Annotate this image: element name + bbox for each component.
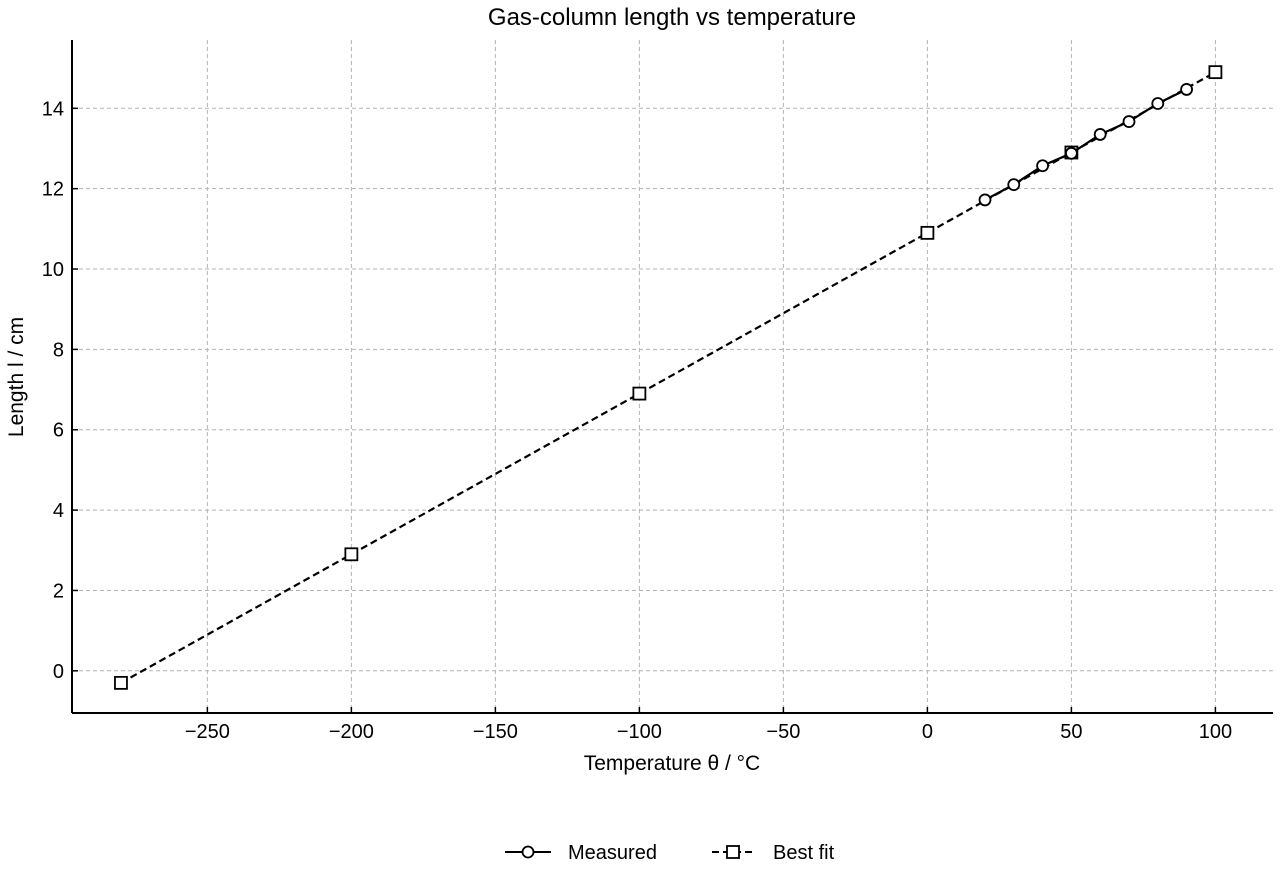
data-point-measured xyxy=(1180,83,1193,96)
x-tick-label: −200 xyxy=(329,721,374,743)
chart-title: Gas-column length vs temperature xyxy=(488,4,856,31)
data-point-measured xyxy=(1151,97,1165,110)
y-tick-label: 14 xyxy=(42,98,64,120)
y-tick-label: 2 xyxy=(53,580,64,602)
x-tick-label: 50 xyxy=(1060,721,1082,743)
series-layer xyxy=(114,65,1223,690)
legend-label-best-fit: Best fit xyxy=(773,842,835,864)
data-point-measured xyxy=(1122,115,1136,128)
series-measured xyxy=(978,83,1193,207)
legend: Measured Best fit xyxy=(505,842,835,864)
data-point-best-fit xyxy=(632,386,647,401)
data-point-best-fit xyxy=(920,225,935,240)
y-tick-label: 4 xyxy=(53,500,64,522)
series-line-best-fit xyxy=(120,71,1216,684)
x-axis-label: Temperature θ / °C xyxy=(584,752,760,775)
ticks: −250 −200 −150 −100 −50 0 50 100 0 2 4 6 8 10 12 14 xyxy=(42,98,1232,743)
legend-item-best-fit: Best fit xyxy=(712,842,835,864)
data-point-measured xyxy=(1007,178,1021,192)
legend-label-measured: Measured xyxy=(568,842,657,864)
data-point-best-fit xyxy=(114,675,128,690)
y-tick-label: 6 xyxy=(53,420,64,442)
data-point-measured xyxy=(1036,159,1049,173)
y-tick-label: 10 xyxy=(42,259,64,281)
data-point-best-fit xyxy=(344,547,359,562)
x-tick-label: 0 xyxy=(922,721,933,743)
data-point-measured xyxy=(978,193,992,207)
x-tick-label: −250 xyxy=(185,721,230,743)
y-tick-label: 8 xyxy=(53,339,64,361)
data-point-best-fit xyxy=(1208,65,1223,80)
axes xyxy=(71,40,1273,714)
x-tick-label: −50 xyxy=(766,721,800,743)
y-axis-label: Length l / cm xyxy=(5,317,28,437)
legend-item-measured: Measured xyxy=(505,842,657,864)
legend-marker-circle xyxy=(521,845,535,859)
x-tick-label: 100 xyxy=(1199,721,1232,743)
legend-marker-square xyxy=(726,845,740,859)
y-tick-label: 0 xyxy=(53,661,64,683)
x-tick-label: −100 xyxy=(617,721,662,743)
data-point-measured xyxy=(1064,146,1078,160)
data-point-measured xyxy=(1093,128,1107,141)
y-tick-label: 12 xyxy=(42,179,64,201)
x-tick-label: −150 xyxy=(473,721,518,743)
